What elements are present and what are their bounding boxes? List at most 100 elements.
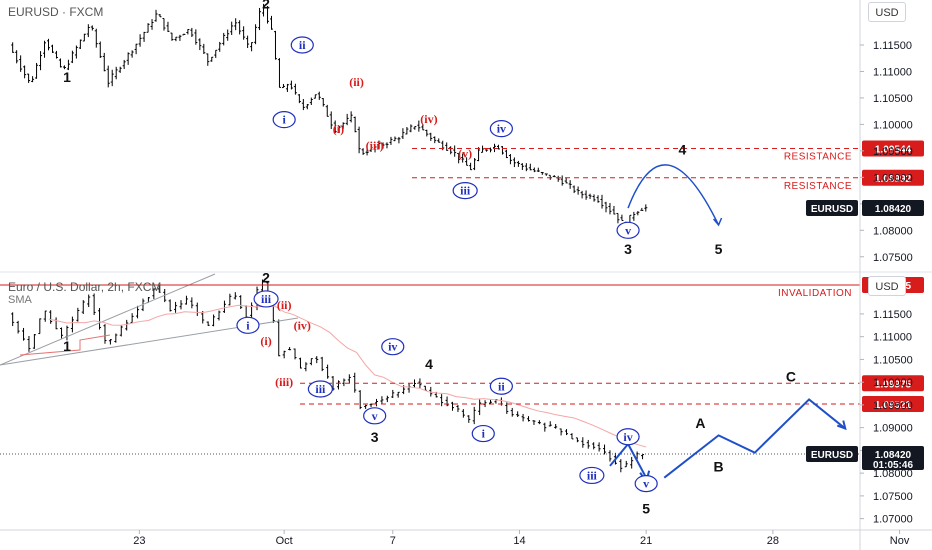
- last-price-value: 1.08420: [875, 204, 912, 215]
- wave-label-primary: C: [786, 369, 796, 385]
- wave-label-minor: iii: [261, 292, 272, 306]
- wave-label-primary: 1: [63, 338, 71, 354]
- price-level-badge: [862, 375, 924, 392]
- wave-label-minor: iv: [388, 340, 397, 354]
- last-price-badge: [862, 200, 924, 217]
- wave-label-minor: v: [372, 409, 378, 423]
- wave-label-minute: (iv): [294, 318, 311, 332]
- price-level-badge: [862, 140, 924, 157]
- price-level-badge-value: 1.09975: [875, 379, 912, 390]
- last-price-symbol: EURUSD: [811, 204, 853, 215]
- wave-label-primary: 2: [262, 270, 270, 286]
- wave-label-primary: 1: [63, 69, 71, 85]
- top-currency-button[interactable]: USD: [868, 2, 906, 22]
- wave-label-minor: i: [282, 113, 286, 127]
- price-level-badge: [862, 395, 924, 412]
- wave-circle: [253, 290, 279, 308]
- price-level-badge-value: 1.09544: [875, 145, 912, 156]
- wave-circle: [634, 475, 658, 493]
- wave-label-minor: i: [246, 318, 250, 332]
- wave-label-minor: iii: [460, 184, 471, 198]
- wave-circle: [616, 428, 640, 446]
- y-tick-label: 1.10500: [873, 93, 913, 105]
- wave-label-primary: 4: [678, 141, 686, 157]
- wave-label-primary: 3: [371, 429, 379, 445]
- bottom-currency-button[interactable]: USD: [868, 276, 906, 296]
- wave-circle: [363, 407, 387, 425]
- projection-arrowhead: [712, 217, 723, 227]
- y-tick-label: 1.09000: [873, 423, 913, 435]
- y-tick-label: 1.09500: [873, 146, 913, 158]
- bottom-chart-panel[interactable]: INVALIDATION12(ii)iiii(i)(iv)(iii)(v)iii…: [0, 270, 860, 517]
- triangle-marker: [19, 334, 111, 356]
- wave-circle: [452, 181, 478, 200]
- wave-label-minute: (ii): [349, 75, 364, 89]
- wave-label-minor: iii: [587, 468, 598, 482]
- resistance-label: RESISTANCE: [784, 152, 852, 163]
- bottom-symbol-title: Euro / U.S. Dollar, 2h, FXCM: [8, 280, 162, 294]
- projection-arc: [627, 164, 720, 226]
- y-tick-label: 1.10000: [873, 377, 913, 389]
- projection-abc-zigzag: [663, 398, 846, 479]
- sma-indicator-label: SMA: [8, 294, 32, 306]
- wave-label-minute: (iv): [420, 112, 437, 126]
- price-level-badge-value: 1.08992: [875, 174, 912, 185]
- x-tick-label: Nov: [890, 535, 910, 547]
- last-price-symbol-badge: [806, 200, 858, 217]
- wave-label-primary: 5: [642, 501, 650, 517]
- wave-circle: [489, 120, 513, 138]
- last-price-badge: [862, 446, 924, 471]
- wave-circle: [579, 466, 605, 485]
- wave-label-primary: 4: [425, 356, 433, 372]
- x-tick-label: 14: [513, 535, 525, 547]
- wave-circle: [290, 36, 314, 54]
- x-tick-label: 7: [390, 535, 396, 547]
- last-price-value: 1.08420: [875, 450, 912, 461]
- y-tick-label: 1.11000: [873, 66, 912, 78]
- wave-label-minor: iv: [497, 122, 506, 136]
- wave-label-minor: i: [482, 427, 486, 441]
- y-tick-label: 1.09500: [873, 400, 913, 412]
- wave-label-minor: ii: [498, 379, 505, 393]
- y-tick-label: 1.08000: [873, 225, 913, 237]
- wave-label-minor: ii: [299, 38, 306, 52]
- y-tick-label: 1.07500: [873, 252, 913, 264]
- last-price-symbol-badge: [806, 446, 858, 463]
- wave-circle: [307, 380, 333, 398]
- wave-label-minor: iv: [623, 430, 632, 444]
- top-symbol-title: EURUSD · FXCM: [8, 5, 104, 19]
- price-level-badge: [862, 169, 924, 186]
- y-tick-label: 1.07000: [873, 514, 913, 526]
- invalidation-label: INVALIDATION: [778, 288, 852, 299]
- wave-label-minor: v: [643, 477, 649, 491]
- y-tick-label: 1.09000: [873, 172, 913, 184]
- wave-label-minute: (i): [333, 122, 344, 136]
- last-price-symbol: EURUSD: [811, 450, 853, 461]
- wave-label-primary: B: [714, 458, 724, 474]
- x-tick-label: Oct: [276, 535, 293, 547]
- wave-label-minor: iii: [315, 382, 326, 396]
- wave-label-minor: v: [625, 223, 631, 237]
- y-tick-label: 1.10000: [873, 119, 913, 131]
- wave-label-primary: A: [695, 415, 705, 431]
- wave-circle: [381, 338, 405, 356]
- top-chart-panel[interactable]: RESISTANCERESISTANCE12iii(i)(ii)(iii)(iv…: [11, 0, 860, 257]
- channel-upper-line: [0, 273, 216, 366]
- wave-label-minute: (i): [260, 334, 271, 348]
- bar-countdown: 01:05:46: [873, 460, 913, 471]
- projection-arrowhead: [836, 420, 847, 431]
- wave-label-minute: (iii): [366, 139, 384, 153]
- y-tick-label: 1.07500: [873, 491, 913, 503]
- wave-circle: [236, 316, 260, 334]
- x-tick-label: 23: [133, 535, 145, 547]
- x-tick-label: 28: [767, 535, 779, 547]
- resistance-label: RESISTANCE: [784, 181, 852, 192]
- wave-label-minute: (iii): [275, 375, 293, 389]
- sma-line: [48, 304, 647, 448]
- wave-circle: [272, 111, 296, 129]
- wave-label-minute: (ii): [277, 298, 292, 312]
- price-level-badge-value: 1.09521: [875, 400, 912, 411]
- wave-label-primary: 2: [262, 0, 270, 12]
